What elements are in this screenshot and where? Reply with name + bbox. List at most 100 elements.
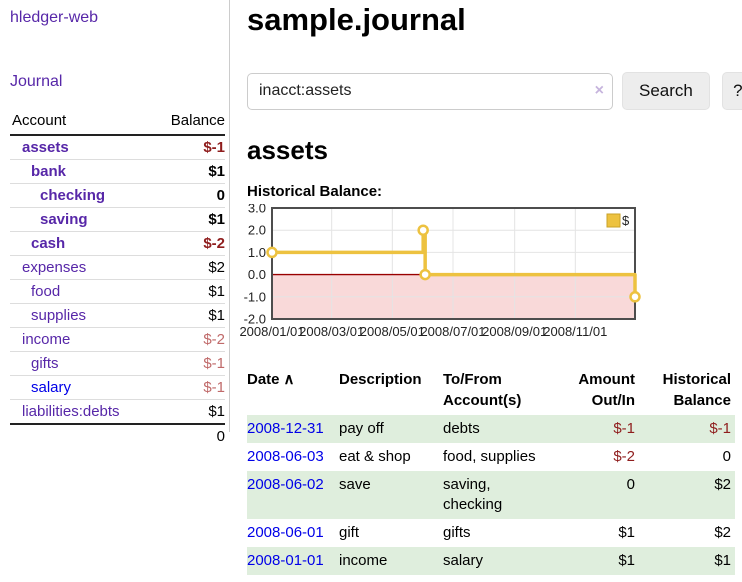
account-balance: $1 xyxy=(152,303,225,328)
svg-text:0.0: 0.0 xyxy=(248,267,266,282)
transaction-balance: $2 xyxy=(714,524,731,541)
account-balance: $1 xyxy=(152,279,225,304)
transaction-description: gift xyxy=(339,524,360,541)
transaction-date-link[interactable]: 2008-06-01 xyxy=(247,524,324,541)
transaction-amount: $1 xyxy=(618,552,635,569)
account-balance: $-1 xyxy=(203,139,225,156)
transaction-tofrom: saving, checking xyxy=(443,476,503,513)
account-balance: $2 xyxy=(152,255,225,280)
account-row: income $-2 xyxy=(10,327,225,352)
search-input[interactable] xyxy=(247,72,613,110)
account-row: expenses $2 xyxy=(10,255,225,280)
account-heading: assets xyxy=(247,135,328,165)
account-link-assets[interactable]: assets xyxy=(22,139,69,156)
accounts-total-row: 0 xyxy=(10,423,225,448)
accounts-total-value: 0 xyxy=(152,423,225,448)
balance-chart-svg: 3.0 2.0 1.0 0.0 -1.0 -2.02008/01/012008/03/01… xyxy=(239,201,641,339)
transaction-description: eat & shop xyxy=(339,448,411,465)
historical-balance-chart: 3.0 2.0 1.0 0.0 -1.0 -2.0 2008/01/01 2008/03/01… xyxy=(239,201,742,350)
transaction-balance: $2 xyxy=(714,476,731,493)
search-button[interactable]: Search xyxy=(622,72,710,110)
transaction-date-link[interactable]: 2008-06-03 xyxy=(247,448,324,465)
svg-text:$: $ xyxy=(622,213,630,228)
register-row: 2008-06-02 save saving, checking 0 $2 xyxy=(247,471,735,519)
account-link-salary[interactable]: salary xyxy=(31,379,72,396)
transaction-balance: $1 xyxy=(714,552,731,569)
account-balance: $1 xyxy=(152,159,225,184)
account-row: food $1 xyxy=(10,279,225,304)
account-link-income[interactable]: income xyxy=(22,331,71,348)
transaction-balance: $-1 xyxy=(709,420,731,437)
transaction-tofrom: debts xyxy=(443,420,480,437)
account-row: gifts $-1 xyxy=(10,351,225,376)
svg-text:1.0: 1.0 xyxy=(248,245,266,260)
account-link-checking[interactable]: checking xyxy=(40,187,106,204)
account-balance: $-1 xyxy=(152,375,225,400)
transaction-date-link[interactable]: 2008-01-01 xyxy=(247,552,324,569)
account-link-liabilities-debts[interactable]: liabilities:debts xyxy=(22,403,120,420)
transaction-amount: $1 xyxy=(618,524,635,541)
page-title: sample.journal xyxy=(247,2,466,37)
account-row: liabilities:debts $1 xyxy=(10,399,225,424)
account-row: bank $1 xyxy=(10,159,225,184)
register-header-balance: Historical Balance xyxy=(662,371,731,409)
account-link-supplies[interactable]: supplies xyxy=(31,307,87,324)
search-input-wrap: × xyxy=(247,72,613,110)
accounts-header-row: Account Balance xyxy=(10,109,225,136)
sort-ascending-icon: ∧ xyxy=(283,371,295,388)
transaction-tofrom: food, supplies xyxy=(443,448,536,465)
transaction-tofrom: gifts xyxy=(443,524,471,541)
account-link-food[interactable]: food xyxy=(31,283,61,300)
sidebar-content: hledger-web Journal Account Balance asse… xyxy=(0,0,230,448)
account-balance: 0 xyxy=(152,183,225,208)
svg-text:2.0: 2.0 xyxy=(248,223,266,238)
main-content: sample.journal × Search ? assets Histori… xyxy=(230,0,742,575)
register-header-row: Date ∧ Description To/From Account(s) Amo… xyxy=(247,367,735,415)
transaction-tofrom: salary xyxy=(443,552,484,569)
account-row: assets $-1 xyxy=(10,135,225,160)
help-button[interactable]: ? xyxy=(721,72,742,110)
clear-search-icon[interactable]: × xyxy=(594,81,604,99)
account-row: cash $-2 xyxy=(10,231,225,256)
transaction-amount: 0 xyxy=(626,476,635,493)
account-link-gifts[interactable]: gifts xyxy=(31,355,59,372)
app-title-link[interactable]: hledger-web xyxy=(10,9,99,26)
sidebar: hledger-web Journal Account Balance asse… xyxy=(0,0,230,575)
transaction-balance: 0 xyxy=(722,448,731,465)
register-header-amount: Amount Out/In xyxy=(578,371,635,409)
account-row: saving $1 xyxy=(10,207,225,232)
svg-text:2008/03/01: 2008/03/01 xyxy=(299,324,364,339)
transaction-description: pay off xyxy=(339,420,384,437)
svg-text:2008/11/01: 2008/11/01 xyxy=(543,324,607,339)
account-balance: $-2 xyxy=(152,231,225,256)
register-header-date[interactable]: Date ∧ xyxy=(247,371,295,388)
transaction-amount: $-1 xyxy=(613,420,635,437)
account-row: supplies $1 xyxy=(10,303,225,328)
search-form: × Search ? xyxy=(247,72,742,110)
svg-text:3.0: 3.0 xyxy=(248,204,266,216)
register-row: 2008-12-31 pay off debts $-1 $-1 xyxy=(247,415,735,443)
svg-text:2008/05/01: 2008/05/01 xyxy=(360,324,425,339)
accounts-table: Account Balance assets $-1 bank $1 check… xyxy=(10,109,225,448)
sidebar-item-journal[interactable]: Journal xyxy=(10,73,63,90)
accounts-header-balance: Balance xyxy=(152,109,225,136)
register-header-description: Description xyxy=(339,371,422,388)
transaction-date-link[interactable]: 2008-12-31 xyxy=(247,420,324,437)
svg-text:-1.0: -1.0 xyxy=(244,289,266,304)
account-balance: $-2 xyxy=(152,327,225,352)
account-balance: $1 xyxy=(152,399,225,424)
account-link-expenses[interactable]: expenses xyxy=(22,259,87,276)
transaction-date-link[interactable]: 2008-06-02 xyxy=(247,476,324,493)
register-row: 2008-06-01 gift gifts $1 $2 xyxy=(247,519,735,547)
account-link-saving[interactable]: saving xyxy=(40,211,88,228)
transaction-description: income xyxy=(339,552,388,569)
register-row: 2008-06-03 eat & shop food, supplies $-2… xyxy=(247,443,735,471)
account-link-bank[interactable]: bank xyxy=(31,163,67,180)
account-link-cash[interactable]: cash xyxy=(31,235,66,252)
register-row: 2008-01-01 income salary $1 $1 xyxy=(247,547,735,575)
chart-title: Historical Balance: xyxy=(247,183,383,200)
transaction-amount: $-2 xyxy=(613,448,635,465)
transaction-description: save xyxy=(339,476,371,493)
register-table: Date ∧ Description To/From Account(s) Amo… xyxy=(247,367,735,575)
